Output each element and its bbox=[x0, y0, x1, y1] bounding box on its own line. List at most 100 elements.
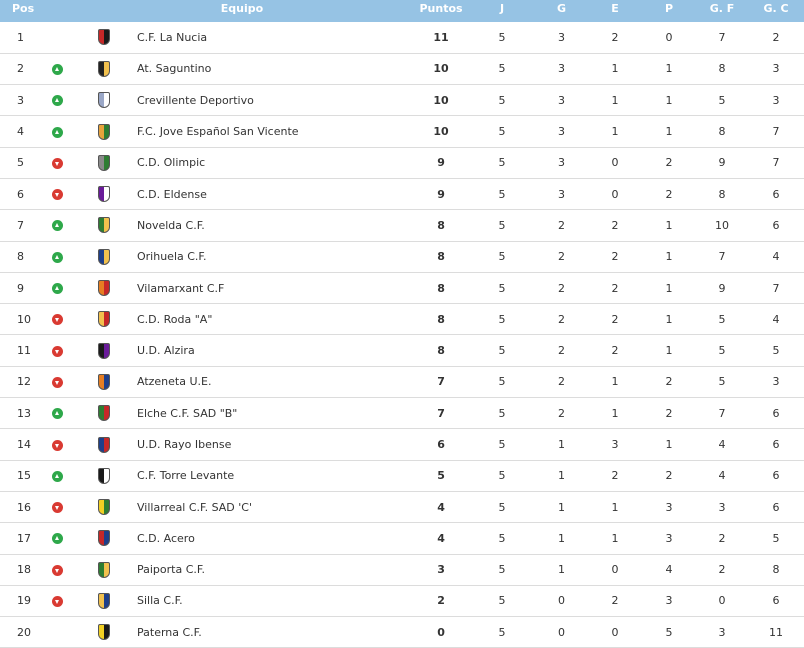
table-row[interactable]: 2 At. Saguntino 10 5 3 1 1 8 3 bbox=[0, 53, 804, 86]
table-row[interactable]: 8 Orihuela C.F. 8 5 2 2 1 7 4 bbox=[0, 241, 804, 273]
team-name-link[interactable]: Elche C.F. SAD "B" bbox=[137, 397, 414, 430]
crest-cell bbox=[71, 460, 137, 492]
header-gf[interactable]: G. F bbox=[709, 2, 735, 15]
team-crest-icon[interactable] bbox=[98, 311, 110, 328]
gc-cell: 6 bbox=[748, 428, 804, 461]
team-crest-icon[interactable] bbox=[98, 499, 110, 516]
arrow-down-icon bbox=[51, 189, 63, 201]
arrow-up-icon bbox=[51, 470, 63, 482]
gc-cell: 4 bbox=[748, 303, 804, 336]
header-pos[interactable]: Pos bbox=[12, 2, 35, 15]
team-crest-icon[interactable] bbox=[98, 123, 110, 140]
team-name-link[interactable]: C.D. Eldense bbox=[137, 178, 414, 211]
team-name-link[interactable]: C.F. Torre Levante bbox=[137, 460, 414, 492]
crest-cell bbox=[71, 209, 137, 242]
table-row[interactable]: 5 C.D. Olimpic 9 5 3 0 2 9 7 bbox=[0, 147, 804, 179]
team-crest-icon[interactable] bbox=[98, 592, 110, 609]
gf-cell: 5 bbox=[696, 366, 749, 399]
e-cell: 1 bbox=[588, 53, 643, 86]
table-row[interactable]: 6 C.D. Eldense 9 5 3 0 2 8 6 bbox=[0, 178, 804, 211]
team-name-link[interactable]: C.D. Roda "A" bbox=[137, 303, 414, 336]
team-crest-icon[interactable] bbox=[98, 280, 110, 297]
j-cell: 5 bbox=[469, 53, 536, 86]
header-j[interactable]: J bbox=[499, 2, 505, 15]
team-crest-icon[interactable] bbox=[98, 248, 110, 265]
team-name-link[interactable]: C.F. La Nucia bbox=[137, 22, 414, 54]
j-cell: 5 bbox=[469, 491, 536, 524]
team-name-link[interactable]: Silla C.F. bbox=[137, 585, 414, 618]
team-name-link[interactable]: At. Saguntino bbox=[137, 53, 414, 86]
p-cell: 2 bbox=[642, 397, 697, 430]
gc-cell: 3 bbox=[748, 53, 804, 86]
table-row[interactable]: 19 Silla C.F. 2 5 0 2 3 0 6 bbox=[0, 585, 804, 618]
table-row[interactable]: 14 U.D. Rayo Ibense 6 5 1 3 1 4 6 bbox=[0, 428, 804, 461]
team-crest-icon[interactable] bbox=[98, 342, 110, 359]
crest-cell bbox=[71, 147, 137, 179]
team-crest-icon[interactable] bbox=[98, 154, 110, 171]
g-cell: 3 bbox=[535, 22, 589, 54]
team-name-link[interactable]: C.D. Olimpic bbox=[137, 147, 414, 179]
pts-cell: 0 bbox=[413, 616, 470, 648]
crest-cell bbox=[71, 22, 137, 54]
team-crest-icon[interactable] bbox=[98, 217, 110, 234]
team-name-link[interactable]: Paterna C.F. bbox=[137, 616, 414, 648]
gf-cell: 4 bbox=[696, 428, 749, 461]
p-cell: 1 bbox=[642, 334, 697, 367]
team-crest-icon[interactable] bbox=[98, 530, 110, 547]
header-puntos[interactable]: Puntos bbox=[419, 2, 463, 15]
team-name-link[interactable]: C.D. Acero bbox=[137, 522, 414, 555]
team-crest-icon[interactable] bbox=[98, 60, 110, 77]
table-row[interactable]: 16 Villarreal C.F. SAD 'C' 4 5 1 1 3 3 6 bbox=[0, 491, 804, 524]
table-row[interactable]: 15 C.F. Torre Levante 5 5 1 2 2 4 6 bbox=[0, 460, 804, 492]
table-row[interactable]: 1 C.F. La Nucia 11 5 3 2 0 7 2 bbox=[0, 22, 804, 54]
p-cell: 3 bbox=[642, 522, 697, 555]
team-crest-icon[interactable] bbox=[98, 436, 110, 453]
pts-cell: 10 bbox=[413, 84, 470, 117]
table-row[interactable]: 12 Atzeneta U.E. 7 5 2 1 2 5 3 bbox=[0, 366, 804, 399]
team-name-link[interactable]: F.C. Jove Español San Vicente bbox=[137, 115, 414, 148]
table-row[interactable]: 7 Novelda C.F. 8 5 2 2 1 10 6 bbox=[0, 209, 804, 242]
team-crest-icon[interactable] bbox=[98, 373, 110, 390]
table-row[interactable]: 13 Elche C.F. SAD "B" 7 5 2 1 2 7 6 bbox=[0, 397, 804, 430]
team-name-link[interactable]: Novelda C.F. bbox=[137, 209, 414, 242]
table-row[interactable]: 20 Paterna C.F. 0 5 0 0 5 3 11 bbox=[0, 616, 804, 648]
header-e[interactable]: E bbox=[611, 2, 619, 15]
gc-cell: 7 bbox=[748, 147, 804, 179]
team-name-link[interactable]: Atzeneta U.E. bbox=[137, 366, 414, 399]
table-row[interactable]: 4 F.C. Jove Español San Vicente 10 5 3 1 1 8 7 bbox=[0, 115, 804, 148]
team-name-link[interactable]: U.D. Alzira bbox=[137, 334, 414, 367]
table-row[interactable]: 18 Paiporta C.F. 3 5 1 0 4 2 8 bbox=[0, 554, 804, 586]
team-crest-icon[interactable] bbox=[98, 405, 110, 422]
table-row[interactable]: 10 C.D. Roda "A" 8 5 2 2 1 5 4 bbox=[0, 303, 804, 336]
team-name-link[interactable]: Vilamarxant C.F bbox=[137, 272, 414, 305]
table-row[interactable]: 11 U.D. Alzira 8 5 2 2 1 5 5 bbox=[0, 334, 804, 367]
arrow-up-icon bbox=[51, 283, 63, 295]
header-equipo[interactable]: Equipo bbox=[220, 2, 264, 15]
position-cell: 17 bbox=[0, 522, 43, 555]
e-cell: 0 bbox=[588, 178, 643, 211]
crest-cell bbox=[71, 272, 137, 305]
header-gc[interactable]: G. C bbox=[763, 2, 789, 15]
team-name-link[interactable]: U.D. Rayo Ibense bbox=[137, 428, 414, 461]
table-row[interactable]: 9 Vilamarxant C.F 8 5 2 2 1 9 7 bbox=[0, 272, 804, 305]
team-crest-icon[interactable] bbox=[98, 624, 110, 641]
team-name-link[interactable]: Villarreal C.F. SAD 'C' bbox=[137, 491, 414, 524]
team-name-link[interactable]: Orihuela C.F. bbox=[137, 241, 414, 273]
position-cell: 9 bbox=[0, 272, 43, 305]
team-crest-icon[interactable] bbox=[98, 186, 110, 203]
team-crest-icon[interactable] bbox=[98, 92, 110, 109]
table-row[interactable]: 3 Crevillente Deportivo 10 5 3 1 1 5 3 bbox=[0, 84, 804, 117]
table-row[interactable]: 17 C.D. Acero 4 5 1 1 3 2 5 bbox=[0, 522, 804, 555]
gc-cell: 6 bbox=[748, 209, 804, 242]
header-g[interactable]: G bbox=[557, 2, 567, 15]
trend-cell bbox=[43, 366, 71, 399]
pts-cell: 2 bbox=[413, 585, 470, 618]
team-crest-icon[interactable] bbox=[98, 29, 110, 46]
crest-cell bbox=[71, 554, 137, 586]
team-name-link[interactable]: Crevillente Deportivo bbox=[137, 84, 414, 117]
team-crest-icon[interactable] bbox=[98, 467, 110, 484]
team-crest-icon[interactable] bbox=[98, 561, 110, 578]
j-cell: 5 bbox=[469, 522, 536, 555]
header-p[interactable]: P bbox=[664, 2, 674, 15]
team-name-link[interactable]: Paiporta C.F. bbox=[137, 554, 414, 586]
